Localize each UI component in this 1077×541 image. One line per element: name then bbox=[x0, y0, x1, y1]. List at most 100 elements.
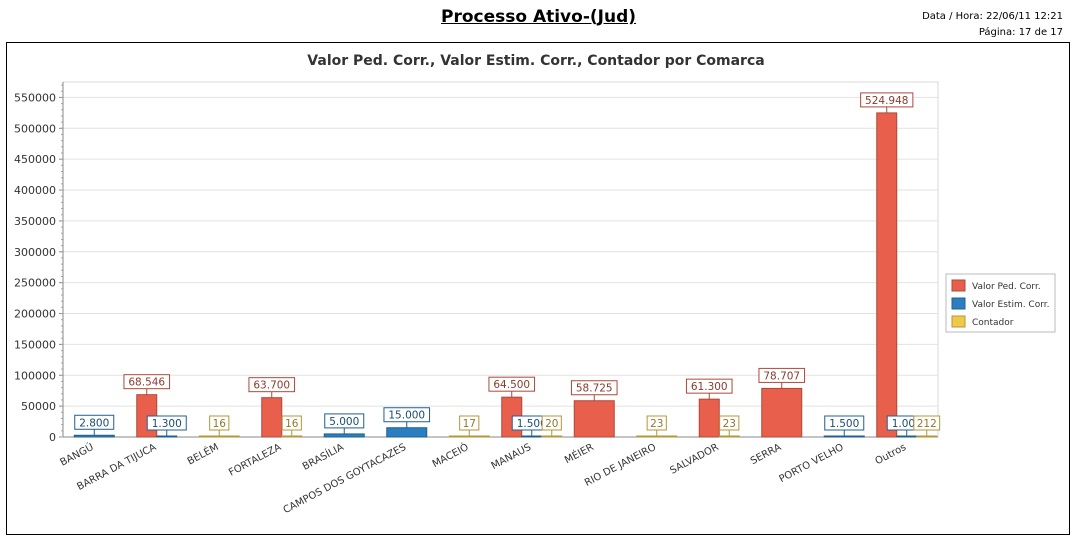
data-label-box bbox=[74, 414, 115, 430]
bar bbox=[698, 398, 720, 438]
y-tick-label: 200000 bbox=[14, 308, 56, 321]
data-label-box bbox=[860, 92, 914, 108]
bar bbox=[823, 435, 865, 438]
data-label: 58.725 bbox=[576, 383, 613, 395]
data-label-box bbox=[248, 377, 296, 393]
bar bbox=[896, 435, 918, 438]
legend-swatch bbox=[951, 297, 966, 310]
data-label-box bbox=[488, 376, 536, 392]
data-label-box bbox=[146, 415, 187, 431]
report-meta: Data / Hora: 22/06/11 12:21 Página: 17 d… bbox=[922, 9, 1063, 41]
legend: Valor Ped. Corr. Valor Estim. Corr. Contad… bbox=[945, 273, 1056, 333]
data-label: 68.546 bbox=[128, 377, 165, 389]
report-page-number: Página: 17 de 17 bbox=[978, 27, 1063, 38]
data-label: 1.500 bbox=[829, 418, 859, 430]
legend-label: Valor Ped. Corr. bbox=[972, 282, 1041, 292]
data-label-box bbox=[123, 374, 171, 390]
data-label: 63.700 bbox=[253, 380, 290, 392]
data-label: 20 bbox=[545, 418, 558, 430]
data-label-box bbox=[383, 407, 431, 423]
data-label-box bbox=[685, 378, 733, 394]
x-tick-label: PORTO VELHO bbox=[777, 442, 845, 485]
data-label: 524.948 bbox=[865, 95, 908, 107]
data-label-box bbox=[459, 415, 480, 431]
x-tick-label: BRASÍLIA bbox=[300, 440, 346, 473]
data-label: 2.800 bbox=[79, 417, 109, 429]
y-tick-label: 50000 bbox=[21, 400, 56, 413]
x-tick-label: SALVADOR bbox=[668, 442, 720, 477]
bar bbox=[448, 435, 490, 438]
x-tick-label: CAMPOS DOS GOYTACAZES bbox=[282, 442, 409, 516]
data-label: 78.707 bbox=[763, 370, 800, 382]
x-tick-label: MANAUS bbox=[490, 442, 534, 472]
data-label: 1.300 bbox=[152, 418, 182, 430]
data-label: 23 bbox=[650, 418, 663, 430]
y-tick-label: 500000 bbox=[14, 122, 56, 135]
y-tick-label: 250000 bbox=[14, 277, 56, 290]
y-tick-label: 550000 bbox=[14, 91, 56, 104]
data-label: 16 bbox=[213, 418, 227, 430]
bar bbox=[521, 435, 543, 438]
data-label: 212 bbox=[917, 418, 937, 430]
data-label-box bbox=[324, 413, 365, 429]
bar bbox=[916, 435, 938, 438]
x-tick-label: BELÉM bbox=[185, 440, 221, 467]
data-label: 23 bbox=[723, 418, 736, 430]
data-label-box bbox=[758, 367, 806, 383]
data-label: 61.300 bbox=[691, 381, 728, 393]
data-labels: 2.800 68.546 1.300 16 63.700 16 5.000 15.000 17 6… bbox=[74, 92, 941, 436]
data-label-box bbox=[281, 415, 302, 431]
bar bbox=[573, 400, 615, 438]
bar bbox=[541, 435, 563, 438]
y-tick-label: 300000 bbox=[14, 246, 56, 259]
y-tick-label: 150000 bbox=[14, 338, 56, 351]
legend-swatch bbox=[951, 279, 966, 292]
bar bbox=[261, 397, 283, 438]
legend-label: Contador bbox=[972, 318, 1014, 328]
report-title: Processo Ativo-(Jud) bbox=[440, 7, 637, 27]
y-tick-label: 0 bbox=[49, 431, 56, 444]
report-datetime: Data / Hora: 22/06/11 12:21 bbox=[922, 11, 1063, 22]
y-tick-label: 450000 bbox=[14, 153, 56, 166]
data-label: 1.500 bbox=[517, 418, 547, 430]
bar bbox=[198, 435, 240, 438]
data-label-box bbox=[541, 415, 562, 431]
y-tick-label: 100000 bbox=[14, 369, 56, 382]
chart-title: Valor Ped. Corr., Valor Estim. Corr., Co… bbox=[307, 53, 764, 69]
bar bbox=[323, 433, 365, 438]
data-label-box bbox=[824, 415, 865, 431]
bar bbox=[761, 387, 803, 438]
legend-swatch bbox=[951, 315, 966, 328]
bar bbox=[281, 435, 303, 438]
data-label-box bbox=[646, 415, 667, 431]
data-label: 16 bbox=[285, 418, 299, 430]
data-label: 17 bbox=[463, 418, 476, 430]
data-label-box bbox=[570, 380, 618, 396]
bar bbox=[718, 435, 740, 438]
x-tick-label: MÉIER bbox=[562, 440, 596, 466]
data-label-box bbox=[913, 415, 941, 431]
x-tick-label: MACEIÓ bbox=[430, 440, 471, 470]
data-label: 64.500 bbox=[493, 379, 530, 391]
x-tick-label: FORTALEZA bbox=[227, 442, 283, 479]
bar bbox=[876, 112, 898, 438]
y-tick-label: 400000 bbox=[14, 184, 56, 197]
data-label: 5.000 bbox=[329, 416, 359, 428]
data-label-box bbox=[209, 415, 230, 431]
data-label-box bbox=[719, 415, 740, 431]
bar-series bbox=[73, 112, 938, 438]
y-tick-label: 350000 bbox=[14, 215, 56, 228]
chart-frame bbox=[6, 42, 1070, 535]
x-tick-label: RIO DE JANEIRO bbox=[583, 442, 658, 489]
legend-label: Valor Estim. Corr. bbox=[972, 300, 1050, 310]
bar bbox=[156, 435, 178, 438]
bar bbox=[73, 434, 115, 438]
bar bbox=[636, 435, 678, 438]
bar bbox=[386, 427, 428, 438]
y-axis: 0 50000 100000 150000 200000 250000 300000 3500… bbox=[14, 82, 64, 444]
data-label: 15.000 bbox=[388, 410, 425, 422]
x-tick-label: BANGÚ bbox=[58, 440, 96, 468]
x-tick-label: SERRA bbox=[749, 442, 783, 467]
